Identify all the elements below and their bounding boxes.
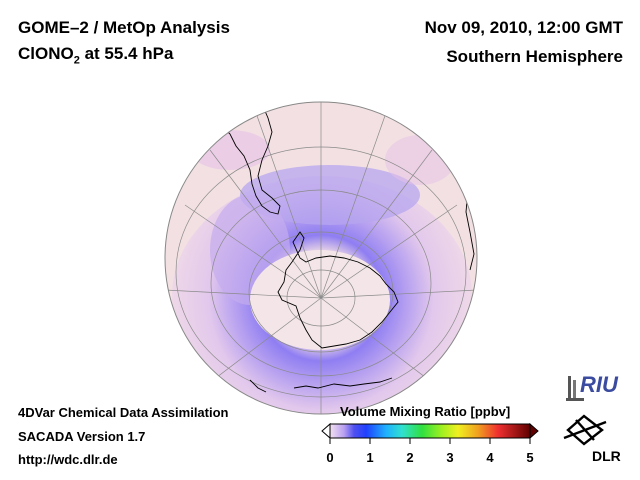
colorbar-gradient: [329, 423, 531, 439]
region-label: Southern Hemisphere: [446, 47, 623, 66]
colorbar: [321, 422, 539, 444]
colorbar-max-arrow: [529, 422, 539, 440]
high-region-nw: [190, 130, 270, 170]
riu-logo-text: RIU: [580, 372, 618, 397]
colorbar-min-arrow: [321, 422, 331, 440]
species-label: ClONO2 at 55.4 hPa: [18, 44, 173, 66]
footer-line2: SACADA Version 1.7: [18, 429, 146, 444]
australia-coast: [293, 377, 393, 389]
footer-line3: http://wdc.dlr.de: [18, 452, 118, 467]
south-america-coast: [221, 102, 281, 215]
colorbar-tick-marks: [329, 438, 531, 444]
dlr-logo: DLR: [562, 410, 621, 464]
riu-logo: RIU: [566, 370, 626, 409]
dlr-logo-text: DLR: [592, 448, 621, 464]
title-line1: GOME–2 / MetOp Analysis: [18, 18, 230, 37]
species-prefix: ClONO: [18, 44, 74, 63]
footer-line1: 4DVar Chemical Data Assimilation: [18, 405, 229, 420]
antarctica-coast: [277, 231, 399, 349]
colorbar-tick-label: 1: [366, 450, 374, 465]
colorbar-tick-label: 2: [406, 450, 414, 465]
high-region-ne: [385, 135, 455, 185]
graticule: [165, 102, 477, 414]
low-region-north: [240, 165, 420, 225]
datetime-label: Nov 09, 2010, 12:00 GMT: [424, 18, 623, 37]
species-subscript: 2: [73, 54, 80, 67]
colorbar-title: Volume Mixing Ratio [ppbv]: [340, 404, 511, 419]
colorbar-tick-label: 4: [486, 450, 494, 465]
colorbar-tick-label: 3: [446, 450, 454, 465]
new-zealand-coast: [249, 379, 267, 393]
globe-outline: [164, 101, 478, 415]
species-suffix: at 55.4 hPa: [79, 44, 174, 63]
colorbar-tick-label: 5: [526, 450, 534, 465]
colorbar-tick-label: 0: [326, 450, 334, 465]
